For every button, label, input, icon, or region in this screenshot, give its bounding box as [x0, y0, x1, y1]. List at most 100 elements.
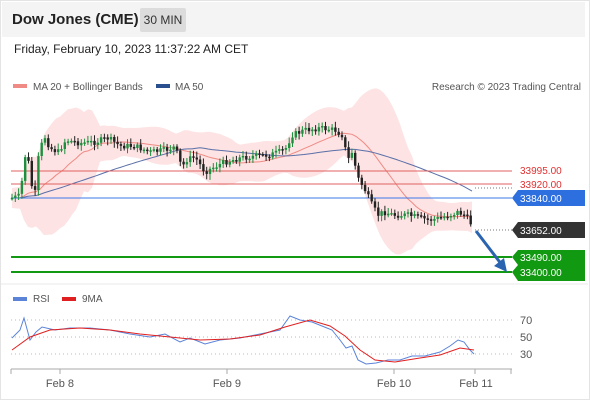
candle-body [83, 142, 86, 144]
candle-body [268, 156, 271, 159]
candle-body [344, 137, 347, 148]
rsi-line [11, 315, 475, 365]
candle-body [27, 157, 30, 161]
ma20-line [11, 132, 473, 218]
support-tag-1 [512, 250, 585, 265]
level-label-3: 33840.00 [520, 194, 562, 205]
level-label-6: 33400.00 [520, 268, 562, 279]
candle-body [238, 157, 241, 162]
candle-body [271, 152, 274, 158]
candle-body [40, 142, 43, 156]
candle-body [195, 157, 198, 160]
chart-header: Dow Jones (CME) 30 MIN [2, 2, 585, 37]
ma9-legend-label: 9MA [82, 294, 103, 305]
candle-body [311, 129, 314, 132]
rsi-legend-swatch [13, 297, 27, 301]
rsi-level-50: 50 [520, 332, 532, 344]
candle-body [132, 147, 136, 149]
candle-body [383, 211, 387, 216]
candle-body [301, 129, 304, 134]
candle-body [149, 150, 152, 152]
candle-body [317, 127, 321, 132]
candle-body [360, 177, 363, 185]
level-label-2: 33920.00 [520, 180, 562, 191]
candle-body [439, 217, 443, 219]
candle-body [258, 153, 261, 155]
candle-body [403, 213, 406, 217]
candle-body [416, 214, 420, 216]
candle-body [261, 154, 264, 156]
credit-text: Research © 2023 Trading Central [432, 82, 581, 93]
candle-body [90, 140, 93, 143]
candle-body [446, 216, 449, 219]
candle-body [370, 194, 373, 202]
candle-body [278, 149, 281, 151]
candle-body [76, 141, 80, 146]
candle-body [354, 152, 357, 166]
candle-body [215, 167, 218, 169]
candle-body [459, 210, 462, 215]
candle-body [106, 137, 109, 140]
candle-body [60, 149, 63, 151]
candle-body [205, 171, 208, 174]
candle-body [443, 216, 446, 219]
candle-body [264, 154, 268, 157]
candle-body [350, 152, 354, 158]
candle-body [433, 218, 436, 221]
candle-body [469, 215, 472, 225]
candle-body [413, 214, 416, 216]
last-price-tag [512, 222, 585, 238]
candle-body [314, 129, 317, 132]
candle-body [380, 211, 383, 216]
forecast-arrow-shaft [474, 230, 504, 266]
candle-body [50, 147, 53, 150]
ma50-line [12, 147, 473, 199]
candle-body [146, 149, 149, 152]
candle-body [208, 168, 212, 174]
candle-body [377, 207, 380, 216]
candle-body [426, 218, 429, 220]
candle-body [423, 215, 426, 219]
candle-body [99, 137, 103, 143]
candle-body [255, 153, 258, 156]
instrument-title: Dow Jones (CME) [12, 11, 139, 28]
ma9-legend-swatch [62, 297, 76, 301]
candle-body [288, 143, 291, 148]
candle-body [462, 214, 466, 216]
candle-body [202, 164, 205, 172]
candle-body [420, 215, 423, 217]
x-label-feb8: Feb 8 [46, 378, 74, 390]
candle-body [109, 137, 113, 140]
timeframe-button[interactable]: 30 MIN [140, 8, 186, 32]
candle-body [363, 184, 367, 192]
candle-body [212, 167, 215, 170]
candle-body [198, 159, 202, 165]
candle-body [231, 160, 235, 162]
candle-body [156, 149, 159, 152]
rsi-ma9-line [11, 319, 475, 363]
candle-body [357, 165, 360, 178]
candle-body [93, 140, 96, 145]
candle-body [228, 161, 231, 165]
candle-body [466, 214, 469, 217]
candle-body [387, 213, 390, 216]
candle-body [43, 138, 47, 143]
candle-body [327, 129, 330, 132]
candle-body [192, 156, 195, 158]
candle-body [182, 161, 185, 165]
ma50-legend-label: MA 50 [175, 82, 204, 93]
candle-body [225, 160, 228, 165]
candle-body [406, 212, 410, 214]
candle-body [142, 149, 146, 152]
candle-body [235, 160, 238, 162]
candle-body [337, 131, 340, 135]
x-label-feb11: Feb 11 [459, 378, 492, 390]
candle-body [429, 219, 433, 221]
bollinger-legend-swatch [13, 84, 27, 88]
candle-body [70, 140, 73, 143]
candle-body [291, 137, 294, 144]
level-label-4: 33652.00 [520, 226, 562, 237]
candle-body [53, 149, 57, 153]
